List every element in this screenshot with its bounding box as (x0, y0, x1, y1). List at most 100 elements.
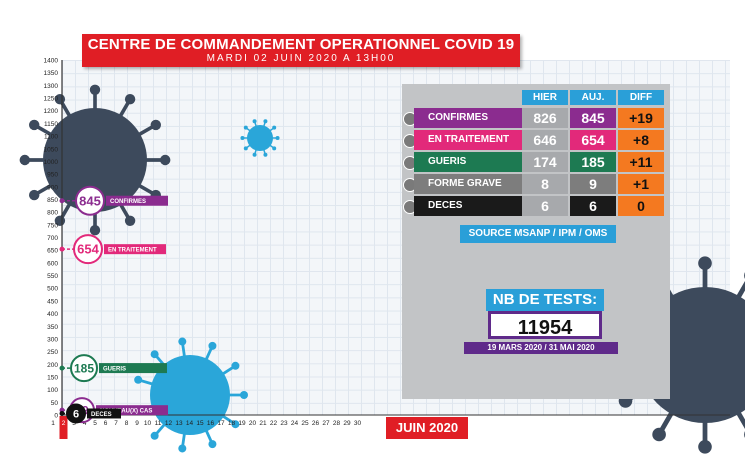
x-tick-label: 1 (51, 420, 55, 427)
month-label: JUIN 2020 (386, 417, 468, 439)
col-header-diff: DIFF (618, 90, 664, 105)
cell-auj: 185 (570, 152, 616, 172)
y-tick-label: 1000 (44, 159, 59, 166)
y-tick-label: 250 (47, 349, 58, 356)
cell-auj: 654 (570, 130, 616, 150)
chart-axes: 0501001502002503003504004505005506006507… (44, 58, 730, 439)
x-tick-label: 28 (333, 420, 341, 427)
series-name-label: NOUVEAU(X) CAS (100, 409, 152, 415)
cell-auj: 845 (570, 108, 616, 128)
y-tick-label: 650 (47, 248, 58, 255)
x-tick-label: 30 (354, 420, 362, 427)
series-value-label: 845 (79, 193, 101, 208)
y-tick-label: 100 (47, 387, 58, 394)
x-tick-label: 11 (155, 420, 162, 427)
y-tick-label: 850 (47, 197, 58, 204)
stats-row: GUERIS 174 185 +11 (403, 152, 670, 172)
cell-diff: 0 (618, 196, 664, 216)
series-marker: 845 CONFIRMES (59, 185, 168, 216)
x-tick-label: 27 (322, 420, 330, 427)
y-tick-label: 600 (47, 260, 58, 267)
series-badge (73, 234, 103, 265)
series-value-label: 185 (74, 361, 94, 375)
y-tick-label: 750 (47, 222, 58, 229)
x-tick-label: 9 (135, 420, 139, 427)
series-point (59, 198, 65, 204)
y-tick-label: 900 (47, 184, 58, 191)
series-badge (70, 354, 98, 383)
y-tick-label: 500 (47, 286, 58, 293)
series-badge (66, 403, 86, 424)
y-tick-label: 1400 (44, 58, 59, 65)
x-tick-label: 3 (72, 420, 76, 427)
series-marker: 654 EN TRAITEMENT (59, 234, 166, 265)
tests-value: 11954 (488, 311, 602, 339)
x-tick-label: 24 (291, 420, 299, 427)
stats-row: CONFIRMES 826 845 +19 (403, 108, 670, 128)
cell-hier: 646 (522, 130, 568, 150)
x-tick-label: 4 (83, 420, 87, 427)
stats-row: DECES 6 6 0 (403, 196, 670, 216)
series-value-label: 654 (77, 242, 99, 257)
x-tick-label: 21 (259, 420, 267, 427)
y-tick-label: 550 (47, 273, 58, 280)
x-tick-label: 23 (280, 420, 288, 427)
cell-diff: +8 (618, 130, 664, 150)
series-point (59, 365, 65, 371)
x-tick-label: 22 (270, 420, 278, 427)
x-tick-label: 6 (104, 420, 108, 427)
col-header-auj: AUJ. (570, 90, 616, 105)
row-label: FORME GRAVE (414, 174, 522, 194)
y-tick-label: 1300 (44, 83, 59, 90)
x-tick-label: 17 (217, 420, 225, 427)
series-name-pill (99, 363, 167, 374)
x-tick-label: 14 (186, 420, 194, 427)
x-tick-label: 15 (196, 420, 204, 427)
stats-row: EN TRAITEMENT 646 654 +8 (403, 130, 670, 150)
row-label: DECES (414, 196, 522, 216)
source-label: SOURCE MSANP / IPM / OMS (460, 225, 616, 243)
cell-diff: +19 (618, 108, 664, 128)
series-marker: 6 DECES (59, 403, 121, 424)
series-name-label: DECES (91, 412, 112, 418)
series-badge (75, 185, 105, 216)
y-tick-label: 1050 (44, 146, 59, 153)
x-tick-label: 12 (165, 420, 173, 427)
cell-hier: 174 (522, 152, 568, 172)
cell-hier: 6 (522, 196, 568, 216)
x-tick-label: 10 (144, 420, 152, 427)
series-name-pill (87, 408, 121, 419)
tests-period: 19 MARS 2020 / 31 MAI 2020 (464, 342, 618, 354)
x-tick-label: 2 (62, 420, 66, 427)
stats-panel: HIER AUJ. DIFF CONFIRMES 826 845 +19 EN TRAI… (402, 84, 670, 399)
series-marker: 185 GUERIS (59, 354, 167, 383)
page-title: CENTRE DE COMMANDEMENT OPERATIONNEL COVI… (87, 36, 515, 53)
series-name-label: EN TRAITEMENT (108, 248, 157, 254)
title-banner: CENTRE DE COMMANDEMENT OPERATIONNEL COVI… (82, 34, 520, 67)
y-tick-label: 800 (47, 210, 58, 217)
y-tick-label: 700 (47, 235, 58, 242)
y-tick-label: 50 (51, 400, 59, 407)
row-label: GUERIS (414, 152, 522, 172)
series-name-pill (104, 244, 166, 255)
y-tick-label: 1350 (44, 70, 59, 77)
x-tick-label: 25 (301, 420, 309, 427)
row-label: CONFIRMES (414, 108, 522, 128)
series-point (59, 410, 65, 416)
x-tick-label: 29 (343, 420, 351, 427)
tests-label: NB DE TESTS: (486, 289, 604, 311)
series-name-pill (106, 195, 168, 206)
series-point (59, 246, 65, 252)
y-tick-label: 1150 (44, 121, 58, 128)
cell-hier: 826 (522, 108, 568, 128)
x-tick-label: 26 (312, 420, 320, 427)
x-tick-label: 13 (175, 420, 183, 427)
y-tick-label: 200 (47, 362, 58, 369)
x-tick-label: 7 (114, 420, 118, 427)
cell-auj: 6 (570, 196, 616, 216)
x-tick-label: 19 (238, 420, 246, 427)
series-name-label: CONFIRMES (110, 199, 146, 205)
col-header-hier: HIER (522, 90, 568, 105)
y-tick-label: 1100 (44, 134, 58, 141)
